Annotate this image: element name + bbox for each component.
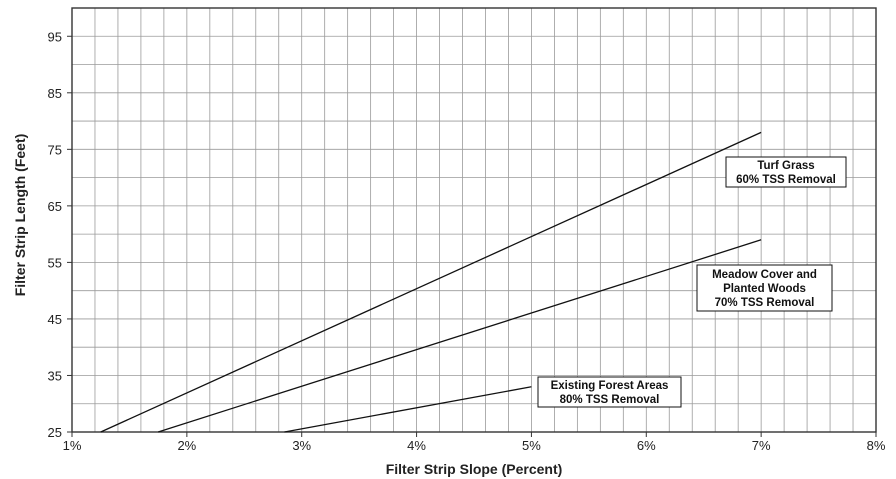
annotation-line: Meadow Cover and (712, 269, 817, 281)
y-tick-label: 95 (48, 29, 62, 44)
series-line-1 (100, 131, 762, 433)
y-axis-title: Filter Strip Length (Feet) (12, 134, 28, 297)
y-tick-label: 85 (48, 86, 62, 101)
y-tick-label: 55 (48, 255, 62, 270)
x-tick-label: 4% (407, 438, 426, 453)
annotation-line: 70% TSS Removal (715, 297, 815, 309)
grid (71, 7, 877, 433)
annotation-line: 60% TSS Removal (736, 174, 836, 186)
annotation-box (537, 376, 682, 408)
y-axis-ticks: 25 35 45 55 65 75 85 95 (48, 29, 72, 440)
x-tick-label: 8% (867, 438, 886, 453)
plot-area-border (71, 7, 877, 433)
series-label-2: Meadow Cover and Planted Woods 70% TSS Rem… (696, 264, 833, 312)
x-axis-ticks: 1% 2% 3% 4% 5% 6% 7% 8% (63, 432, 886, 453)
annotation-line: 80% TSS Removal (560, 394, 660, 406)
annotation-line: Planted Woods (723, 283, 806, 295)
series-line-2 (157, 239, 762, 433)
y-tick-label: 65 (48, 199, 62, 214)
y-tick-label: 45 (48, 312, 62, 327)
x-axis-title: Filter Strip Slope (Percent) (386, 461, 563, 477)
series-line-3 (284, 386, 532, 433)
x-tick-label: 5% (522, 438, 541, 453)
x-tick-label: 3% (292, 438, 311, 453)
annotations: Turf Grass 60% TSS Removal Meadow Cover an… (537, 156, 847, 408)
y-tick-label: 25 (48, 425, 62, 440)
y-tick-label: 75 (48, 142, 62, 157)
x-tick-label: 2% (177, 438, 196, 453)
series-layer (100, 131, 762, 433)
y-tick-label: 35 (48, 368, 62, 383)
annotation-line: Turf Grass (757, 160, 814, 172)
annotation-line: Existing Forest Areas (551, 380, 669, 392)
x-tick-label: 7% (752, 438, 771, 453)
annotation-box (725, 156, 847, 188)
x-tick-label: 6% (637, 438, 656, 453)
series-label-3: Existing Forest Areas 80% TSS Removal (537, 376, 682, 408)
series-label-1: Turf Grass 60% TSS Removal (725, 156, 847, 188)
annotation-box (696, 264, 833, 312)
x-tick-label: 1% (63, 438, 82, 453)
